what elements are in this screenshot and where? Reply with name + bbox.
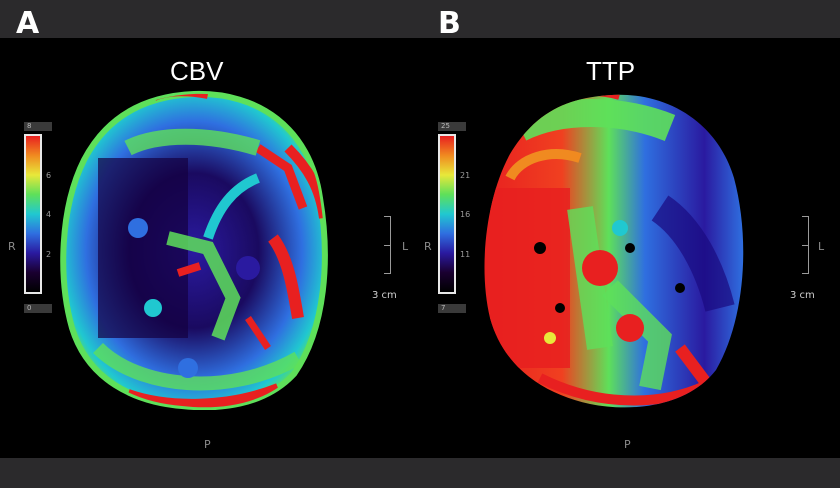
cbv-scale-tick: 4 (46, 210, 52, 219)
panel-label-a: A (16, 6, 40, 41)
cbv-scale-min: 0 (24, 304, 52, 313)
ttp-scale-tick: 21 (460, 171, 471, 180)
cbv-scale-tick: 2 (46, 250, 52, 259)
ttp-title: TTP (586, 56, 636, 86)
cbv-orientation-posterior: P (204, 438, 211, 451)
ttp-scale-max: 25 (438, 122, 466, 131)
cbv-scale-tick: 6 (46, 171, 52, 180)
cbv-scale-ruler (384, 216, 392, 274)
scan-image-area: CBV 8 6 4 2 0 R L P 3 cm (0, 38, 840, 458)
cbv-orientation-left: L (402, 240, 409, 253)
cbv-panel: CBV 8 6 4 2 0 R L P 3 cm (0, 38, 420, 458)
ttp-perfusion-map (484, 94, 744, 408)
ttp-scale-ruler (802, 216, 810, 274)
ttp-scale-min: 7 (438, 304, 466, 313)
cbv-scale-max: 8 (24, 122, 52, 131)
ttp-orientation-posterior: P (624, 438, 631, 451)
cbv-color-scale (24, 134, 42, 294)
cbv-orientation-right: R (8, 240, 16, 253)
cbv-title: CBV (170, 56, 224, 86)
ttp-orientation-left: L (818, 240, 825, 253)
ttp-scale-tick: 16 (460, 210, 471, 219)
ttp-orientation-right: R (424, 240, 432, 253)
ttp-distance-label: 3 cm (790, 290, 815, 301)
cbv-distance-label: 3 cm (372, 290, 397, 301)
cbv-perfusion-map (60, 90, 328, 410)
ttp-panel: TTP 25 21 16 11 7 R L P 3 cm (420, 38, 840, 458)
panel-label-b: B (438, 6, 461, 41)
ttp-color-scale (438, 134, 456, 294)
ttp-scale-tick: 11 (460, 250, 471, 259)
